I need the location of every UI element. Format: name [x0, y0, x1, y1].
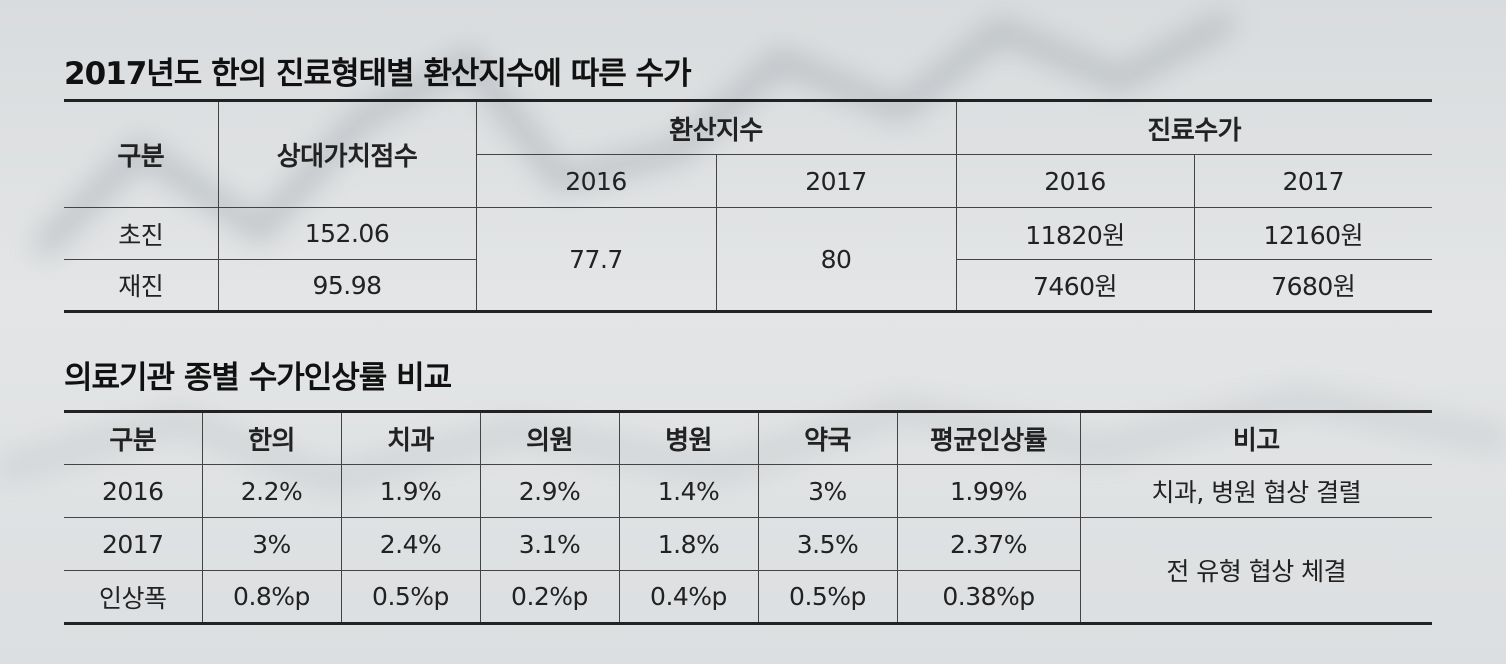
ci-2017-value: 80	[715, 207, 957, 312]
cell-remarks: 치과, 병원 협상 결렬	[1079, 464, 1432, 518]
header-rvu: 상대가치점수	[217, 100, 477, 208]
table-row: 인상폭 0.8%p 0.5%p 0.2%p 0.4%p 0.5%p 0.38%p	[64, 570, 1432, 624]
cell-korean-medicine: 3%	[201, 517, 342, 571]
cell-hospital: 1.8%	[618, 517, 759, 571]
conversion-fee-table: 구분 상대가치점수 환산지수 진료수가 2016 2017 2016 2017 …	[64, 99, 1432, 313]
table-row: 2017 3% 2.4% 3.1% 1.8% 3.5% 2.37% 전 유형 협…	[64, 517, 1432, 624]
header-category: 구분	[64, 100, 219, 208]
cell-clinic: 0.2%p	[479, 570, 620, 624]
fee-increase-table: 구분 한의 치과 의원 병원 약국 평균인상률 비고 2016 2.2% 1.9…	[64, 410, 1432, 625]
header-category: 구분	[64, 411, 203, 465]
table1-title: 2017년도 한의 진료형태별 환산지수에 따른 수가	[64, 56, 692, 92]
table-row: 초진 152.06 77.7 80 11820원 12160원	[64, 207, 1432, 312]
table-row: 2016 2.2% 1.9% 2.9% 1.4% 3% 1.99% 치과, 병원…	[64, 464, 1432, 518]
cell-pharmacy: 0.5%p	[757, 570, 898, 624]
cell-hospital: 0.4%p	[618, 570, 759, 624]
cell-korean-medicine: 0.8%p	[201, 570, 342, 624]
row-category: 초진	[64, 207, 219, 260]
header-clinic: 의원	[479, 411, 620, 465]
cell-dental: 2.4%	[340, 517, 481, 571]
header-hospital: 병원	[618, 411, 759, 465]
table-row: 재진 95.98 7460원 7680원	[64, 259, 1432, 312]
cell-remarks: 전 유형 협상 체결	[1079, 517, 1432, 624]
header-pharmacy: 약국	[757, 411, 898, 465]
cell-average-rate: 2.37%	[896, 517, 1081, 571]
cell-category: 2016	[64, 464, 203, 518]
header-row: 구분 한의 치과 의원 병원 약국 평균인상률 비고	[64, 411, 1432, 465]
row-fee-2016: 7460원	[955, 259, 1195, 312]
cell-average-rate: 0.38%p	[896, 570, 1080, 624]
header-ci-2017: 2017	[715, 154, 957, 208]
row-rvu: 95.98	[217, 259, 477, 312]
cell-korean-medicine: 2.2%	[201, 464, 342, 518]
row-category: 재진	[64, 259, 219, 312]
cell-pharmacy: 3.5%	[757, 517, 898, 571]
row-fee-2017: 7680원	[1193, 259, 1432, 312]
cell-category: 2017	[64, 517, 203, 571]
header-fee: 진료수가	[955, 100, 1432, 155]
header-fee-2017: 2017	[1193, 154, 1432, 208]
header-dental: 치과	[340, 411, 481, 465]
cell-clinic: 2.9%	[479, 464, 620, 518]
row-fee-2017: 12160원	[1193, 207, 1432, 260]
ci-2016-value: 77.7	[475, 207, 717, 312]
cell-category: 인상폭	[64, 570, 203, 624]
header-average-rate: 평균인상률	[896, 411, 1081, 465]
header-fee-2016: 2016	[955, 154, 1195, 208]
cell-pharmacy: 3%	[757, 464, 898, 518]
cell-dental: 0.5%p	[340, 570, 481, 624]
row-fee-2016: 11820원	[955, 207, 1195, 260]
header-remarks: 비고	[1079, 411, 1432, 465]
header-conversion-index: 환산지수	[475, 100, 957, 155]
header-korean-medicine: 한의	[201, 411, 342, 465]
table2-title: 의료기관 종별 수가인상률 비교	[64, 360, 452, 396]
cell-clinic: 3.1%	[479, 517, 620, 571]
cell-dental: 1.9%	[340, 464, 481, 518]
header-ci-2016: 2016	[476, 154, 717, 208]
cell-hospital: 1.4%	[618, 464, 759, 518]
row-rvu: 152.06	[217, 207, 477, 260]
cell-average-rate: 1.99%	[896, 464, 1081, 518]
